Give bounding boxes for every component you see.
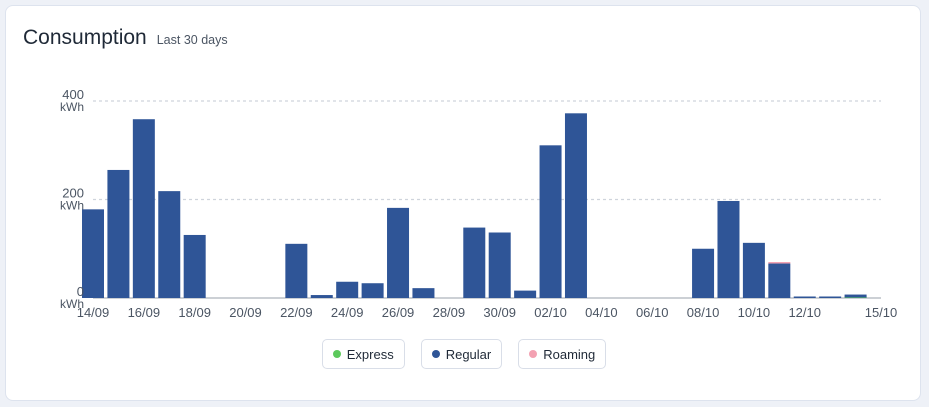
bar-regular-15-09[interactable]: [107, 169, 130, 298]
x-tick-label: 28/09: [433, 305, 466, 320]
chart-title: Consumption: [23, 26, 147, 49]
x-tick-label: 18/09: [178, 305, 211, 320]
legend-item-express[interactable]: Express: [321, 339, 405, 369]
x-tick-label: 20/09: [229, 305, 262, 320]
bar-regular-13-10[interactable]: [819, 296, 842, 299]
bar-regular-14-10[interactable]: [844, 294, 867, 298]
bar-regular-24-09[interactable]: [336, 281, 359, 298]
y-tick-unit: kWh: [60, 100, 84, 114]
bar-regular-11-10[interactable]: [768, 263, 791, 298]
chart-legend: Express Regular Roaming: [6, 339, 922, 369]
y-tick-unit: kWh: [60, 199, 84, 213]
bar-regular-29-09[interactable]: [463, 227, 486, 298]
bar-regular-27-09[interactable]: [412, 288, 435, 298]
card-header: Consumption Last 30 days: [23, 26, 228, 50]
bar-regular-12-10[interactable]: [793, 296, 816, 299]
y-tick-label: 400: [62, 87, 84, 102]
bar-regular-02-10[interactable]: [539, 145, 562, 298]
bar-regular-09-10[interactable]: [717, 200, 740, 298]
chart-subtitle: Last 30 days: [156, 33, 228, 47]
x-tick-label: 14/09: [77, 305, 110, 320]
x-tick-label: 04/10: [585, 305, 618, 320]
x-tick-label: 10/10: [738, 305, 771, 320]
x-tick-label: 24/09: [331, 305, 364, 320]
bar-regular-25-09[interactable]: [361, 283, 384, 298]
bar-regular-14-09[interactable]: [82, 209, 104, 298]
bar-regular-30-09[interactable]: [488, 232, 511, 299]
bar-regular-22-09[interactable]: [285, 243, 308, 298]
legend-label-roaming: Roaming: [543, 346, 596, 362]
bar-regular-01-10[interactable]: [514, 290, 537, 298]
x-tick-label: 08/10: [687, 305, 720, 320]
x-tick-label: 30/09: [483, 305, 516, 320]
legend-item-roaming[interactable]: Roaming: [518, 339, 607, 369]
regular-dot-icon: [431, 350, 440, 358]
x-tick-label: 22/09: [280, 305, 313, 320]
y-tick-label: 200: [62, 186, 84, 201]
y-tick-unit: kWh: [60, 297, 84, 311]
x-tick-label: 26/09: [382, 305, 415, 320]
bar-regular-10-10[interactable]: [742, 242, 765, 298]
x-tick-label: 06/10: [636, 305, 669, 320]
x-tick-label: 15/10: [865, 305, 898, 320]
roaming-dot-icon: [529, 350, 538, 358]
x-axis-labels: 14/09 16/09 18/09 20/09 22/09 24/09 26/09 28/09…: [77, 305, 898, 320]
x-tick-label: 02/10: [534, 305, 567, 320]
legend-label-express: Express: [346, 346, 394, 362]
bar-regular-18-09[interactable]: [183, 234, 206, 298]
y-tick-label: 0: [77, 284, 84, 299]
consumption-card: Consumption Last 30 days 0 kWh 200 kWh 400 kW…: [5, 5, 921, 401]
bar-regular-03-10[interactable]: [564, 113, 587, 298]
bar-regular-23-09[interactable]: [310, 295, 333, 298]
bar-regular-16-09[interactable]: [132, 119, 155, 298]
bar-roaming-11-10[interactable]: [768, 262, 791, 264]
bars-layer: [82, 113, 867, 298]
legend-item-regular[interactable]: Regular: [420, 339, 503, 369]
express-dot-icon: [332, 350, 341, 358]
legend-label-regular: Regular: [445, 346, 492, 362]
bar-regular-26-09[interactable]: [387, 207, 410, 298]
bar-regular-08-10[interactable]: [692, 248, 715, 298]
x-tick-label: 12/10: [788, 305, 821, 320]
x-tick-label: 16/09: [128, 305, 161, 320]
bar-regular-17-09[interactable]: [158, 191, 181, 298]
